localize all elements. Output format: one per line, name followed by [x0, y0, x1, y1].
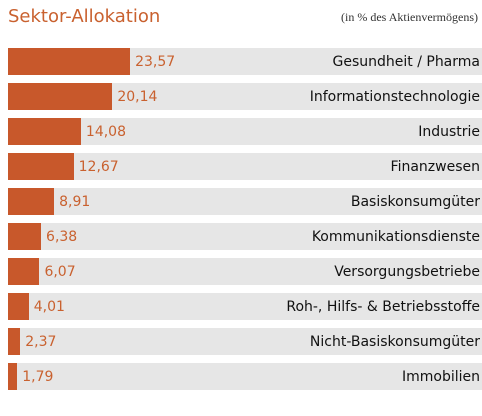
bar: [8, 293, 29, 320]
bar: [8, 48, 131, 75]
chart-subtitle: (in % des Aktienvermögens): [341, 10, 478, 24]
category-label: Versorgungsbetriebe: [334, 263, 480, 280]
bar-row: Nicht-Basiskonsumgüter 2,37: [8, 328, 482, 355]
category-label: Kommunikationsdienste: [311, 228, 480, 245]
category-label: Finanzwesen: [390, 158, 480, 175]
bar: [8, 118, 81, 145]
bar-row: Informationstechnologie 20,14: [8, 83, 482, 110]
category-label: Gesundheit / Pharma: [332, 53, 481, 70]
value-label: 6,38: [46, 228, 78, 245]
bar-row: Basiskonsumgüter 8,91: [8, 188, 482, 215]
category-label: Roh-, Hilfs- & Betriebsstof­fe: [286, 298, 480, 315]
bar: [8, 223, 42, 250]
bar: [8, 153, 74, 180]
bar: [8, 188, 55, 215]
bar-row: Kommunikationsdienste 6,38: [8, 223, 482, 250]
bar: [8, 83, 113, 110]
value-label: 20,14: [117, 88, 158, 105]
bar-row: Finanzwesen 12,67: [8, 153, 482, 180]
value-label: 2,37: [25, 333, 57, 350]
value-label: 8,91: [59, 193, 91, 210]
bar-row: Versorgungsbetriebe 6,07: [8, 258, 482, 285]
bar-row: Roh-, Hilfs- & Betriebsstof­fe 4,01: [8, 293, 482, 320]
bar-row: Industrie 14,08: [8, 118, 482, 145]
value-label: 12,67: [78, 158, 119, 175]
category-label: Industrie: [418, 123, 480, 140]
value-label: 4,01: [33, 298, 65, 315]
category-label: Informationstechnologie: [309, 88, 480, 105]
value-label: 1,79: [22, 368, 54, 385]
chart-title: Sektor-Allokation: [8, 6, 161, 27]
bar: [8, 328, 21, 355]
bar-row: Gesundheit / Pharma 23,57: [8, 48, 482, 75]
value-label: 23,57: [135, 53, 176, 70]
category-label: Nicht-Basiskonsumgüter: [309, 333, 480, 350]
bar: [8, 258, 40, 285]
bar: [8, 363, 18, 390]
bar-row: Immobilien 1,79: [8, 363, 482, 390]
category-label: Basiskonsumgüter: [350, 193, 480, 210]
value-label: 14,08: [85, 123, 127, 140]
category-label: Immobilien: [401, 368, 480, 385]
value-label: 6,07: [44, 263, 76, 280]
bar-list: Gesundheit / Pharma 23,57 Informationstech…: [8, 48, 482, 398]
